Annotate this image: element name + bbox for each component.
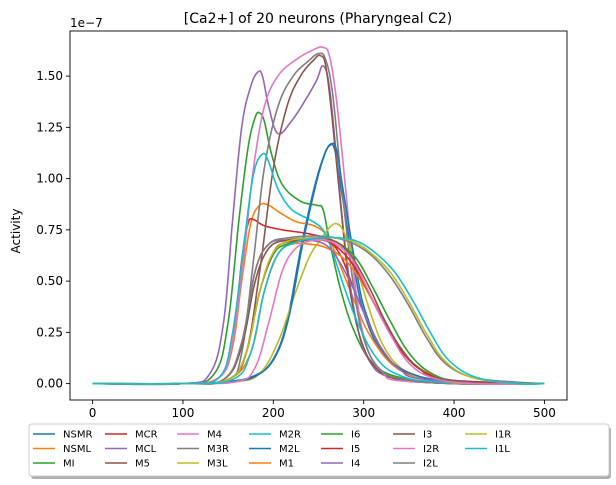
y-tick-label: 1.50 bbox=[36, 69, 63, 83]
x-tick-label: 400 bbox=[443, 406, 466, 420]
legend-entry-i1l: I1L bbox=[495, 444, 510, 455]
y-offset-label: 1e−7 bbox=[70, 16, 103, 30]
legend-entry-m2l: M2L bbox=[279, 444, 300, 455]
y-tick-label: 1.00 bbox=[36, 172, 63, 186]
legend-entry-i6: I6 bbox=[351, 430, 360, 441]
y-tick-label: 1.25 bbox=[36, 120, 63, 134]
legend-entry-i2l: I2L bbox=[423, 459, 438, 470]
x-tick-label: 200 bbox=[262, 406, 285, 420]
axes-layer: 0 100 200 300 400 500 0.00 0.25 0.50 0.75 1.00 1.25… bbox=[36, 30, 568, 420]
legend-entry-i1r: I1R bbox=[495, 430, 511, 441]
series-line-m3r bbox=[92, 52, 545, 385]
y-tick-label: 0.25 bbox=[36, 325, 63, 339]
legend-entry-i4: I4 bbox=[351, 459, 360, 470]
x-tick-label: 300 bbox=[352, 406, 375, 420]
y-axis-label: Activity bbox=[9, 209, 23, 254]
legend-entry-nsmr: NSMR bbox=[63, 430, 92, 441]
legend-entry-i3: I3 bbox=[423, 430, 432, 441]
series-layer bbox=[92, 46, 545, 386]
x-tick-label: 500 bbox=[533, 406, 556, 420]
legend-entry-m2r: M2R bbox=[279, 430, 301, 441]
y-tick-label: 0.00 bbox=[36, 377, 63, 391]
y-tick-label: 0.50 bbox=[36, 274, 63, 288]
x-tick-label: 100 bbox=[172, 406, 195, 420]
series-line-i2r bbox=[92, 238, 545, 385]
y-tick-label: 0.75 bbox=[36, 223, 63, 237]
legend-entry-m5: M5 bbox=[135, 459, 150, 470]
legend-entry-m4: M4 bbox=[207, 430, 222, 441]
x-tick-label: 0 bbox=[89, 406, 97, 420]
legend-entry-m1: M1 bbox=[279, 459, 294, 470]
legend-entry-mcl: MCL bbox=[135, 444, 157, 455]
legend-entry-mcr: MCR bbox=[135, 430, 158, 441]
legend-entry-i5: I5 bbox=[351, 444, 360, 455]
plot-frame bbox=[69, 30, 568, 401]
legend-entry-nsml: NSML bbox=[63, 444, 91, 455]
legend-entry-m3l: M3L bbox=[207, 459, 228, 470]
legend-entry-m3r: M3R bbox=[207, 444, 229, 455]
chart-title: [Ca2+] of 20 neurons (Pharyngeal C2) bbox=[184, 11, 452, 27]
legend-entry-mi: MI bbox=[63, 459, 75, 470]
legend-entry-i2r: I2R bbox=[423, 444, 439, 455]
series-line-m2r bbox=[92, 152, 545, 385]
legend: NSMR NSML MI MCR MCL M5 M4 M3R M3L M2R M2L M1 I6 I5 I4… bbox=[28, 423, 611, 479]
series-line-i1l bbox=[92, 236, 545, 385]
legend-box bbox=[28, 423, 610, 477]
